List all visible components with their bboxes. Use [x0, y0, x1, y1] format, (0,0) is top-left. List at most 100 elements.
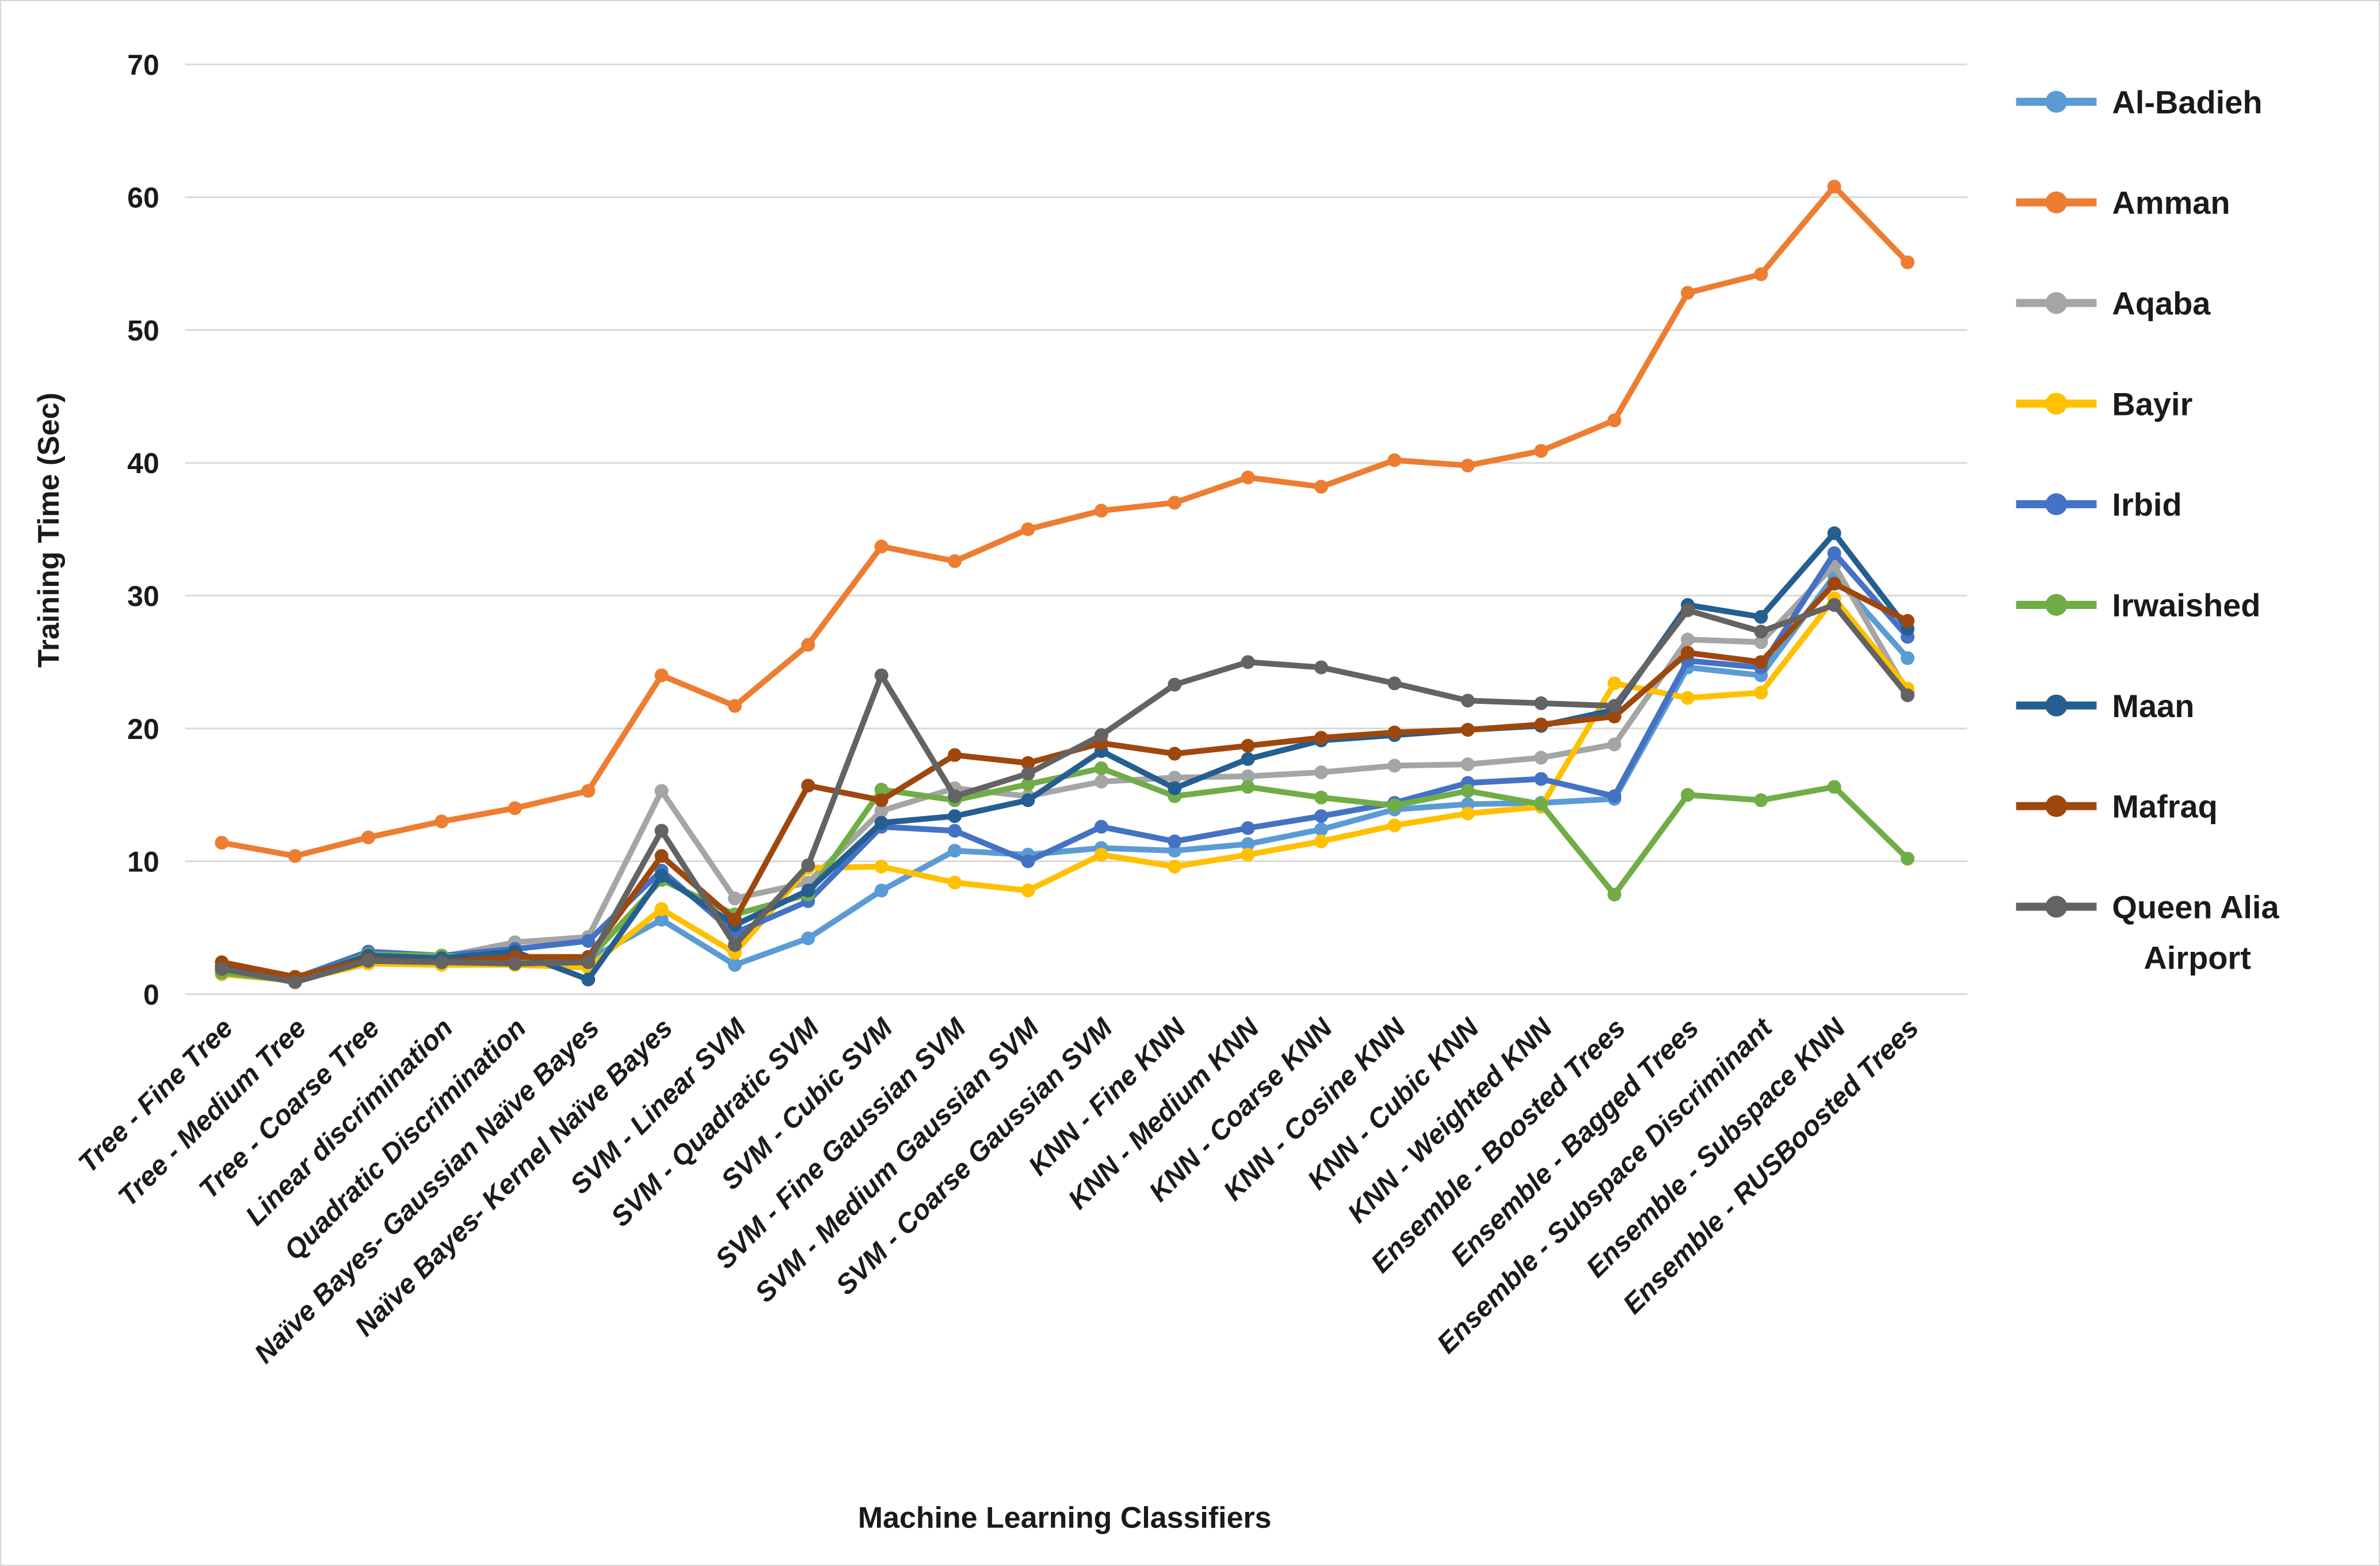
data-point-marker [1241, 738, 1255, 753]
data-point-marker [1901, 688, 1915, 703]
data-point-marker [1021, 883, 1035, 898]
legend-item: Bayir [2016, 386, 2192, 422]
data-point-marker [1680, 691, 1695, 705]
data-point-marker [654, 784, 669, 798]
data-point-marker [1607, 413, 1622, 428]
data-point-marker [361, 830, 376, 844]
legend-label: Airport [2143, 939, 2251, 976]
data-point-marker [1021, 854, 1035, 868]
legend-item: Maan [2016, 688, 2194, 724]
series-line-irbid [215, 546, 1915, 985]
data-point-marker [1754, 609, 1768, 624]
x-category-label: Naïve Bayes- Gaussian Naïve Bayes [249, 1013, 605, 1370]
data-point-marker [581, 784, 596, 798]
data-point-marker [1241, 821, 1255, 835]
legend-item: Al-Badieh [2016, 84, 2263, 120]
data-point-marker [1680, 603, 1695, 618]
y-tick-label: 30 [127, 580, 159, 612]
data-point-marker [654, 824, 669, 838]
data-point-marker [801, 638, 815, 652]
data-point-marker [1680, 633, 1695, 647]
data-point-marker [1827, 598, 1841, 612]
data-point-marker [948, 748, 962, 762]
data-point-marker [288, 975, 302, 989]
legend-marker-icon [2045, 493, 2068, 516]
data-point-marker [728, 699, 742, 713]
data-point-marker [874, 793, 888, 807]
data-point-marker [1241, 752, 1255, 766]
data-point-marker [1827, 546, 1841, 561]
data-point-marker [581, 934, 596, 948]
data-point-marker [1168, 859, 1182, 874]
data-point-marker [728, 913, 742, 927]
data-point-marker [1534, 717, 1548, 731]
data-point-marker [654, 902, 669, 916]
data-point-marker [1534, 696, 1548, 710]
x-axis-title: Machine Learning Classifiers [858, 1501, 1272, 1534]
data-point-marker [1754, 793, 1768, 807]
data-point-marker [1607, 737, 1622, 752]
data-point-marker [288, 849, 302, 863]
legend-label: Aqaba [2112, 285, 2211, 321]
data-point-marker [1607, 699, 1622, 713]
data-point-marker [948, 809, 962, 824]
series-line-mafraq [215, 577, 1915, 984]
data-point-marker [1387, 798, 1402, 813]
data-point-marker [1021, 767, 1035, 781]
data-point-marker [215, 836, 229, 850]
legend-label: Maan [2112, 688, 2194, 724]
legend-item: Irwaished [2016, 587, 2260, 623]
data-point-marker [1460, 806, 1475, 821]
data-point-marker [1754, 655, 1768, 669]
legend-marker-icon [2045, 795, 2068, 817]
data-point-marker [1901, 851, 1915, 866]
data-point-marker [1827, 577, 1841, 591]
data-point-marker [1534, 444, 1548, 458]
series-path [219, 184, 1911, 859]
data-point-marker [1168, 677, 1182, 692]
data-point-marker [801, 779, 815, 792]
data-point-marker [654, 868, 669, 883]
data-point-marker [1314, 765, 1329, 779]
y-tick-label: 60 [127, 182, 159, 214]
data-point-marker [1460, 757, 1475, 772]
data-point-marker [434, 814, 449, 829]
data-point-marker [728, 891, 742, 906]
legend-item: Mafraq [2016, 788, 2218, 825]
data-point-marker [874, 816, 888, 830]
data-point-marker [1534, 772, 1548, 786]
data-point-marker [1754, 685, 1768, 700]
series-line-queen-alia-airport [215, 598, 1915, 989]
legend-marker-icon [2045, 694, 2068, 717]
series-path [219, 581, 1911, 980]
data-point-marker [1094, 761, 1108, 775]
legend: Al-Badieh Amman Aqaba Bayir Irbid Irwaished Ma… [2016, 84, 2279, 976]
data-point-marker [1314, 660, 1329, 675]
data-point-marker [1534, 797, 1548, 811]
data-point-marker [1901, 255, 1915, 269]
y-tick-label: 10 [127, 846, 159, 878]
data-point-marker [654, 668, 669, 683]
data-point-marker [1827, 526, 1841, 540]
data-point-marker [1094, 728, 1108, 742]
legend-marker-icon [2045, 90, 2068, 113]
series-line-amman [215, 180, 1915, 863]
legend-marker-icon [2045, 191, 2068, 214]
data-point-marker [654, 913, 669, 927]
data-point-marker [801, 931, 815, 946]
legend-marker-icon [2045, 393, 2068, 415]
y-tick-label: 70 [127, 49, 159, 81]
data-point-marker [1094, 504, 1108, 518]
data-point-marker [1387, 676, 1402, 691]
x-category-label: Ensemble - Subspace Discriminant [1431, 1012, 1779, 1359]
y-tick-label: 40 [127, 447, 159, 479]
data-point-marker [1168, 834, 1182, 848]
data-point-marker [1680, 788, 1695, 802]
series-line-aqaba [215, 558, 1915, 985]
data-point-marker [1241, 470, 1255, 485]
legend-item: Irbid [2016, 486, 2182, 523]
data-point-marker [728, 938, 742, 952]
data-point-marker [1021, 777, 1035, 791]
